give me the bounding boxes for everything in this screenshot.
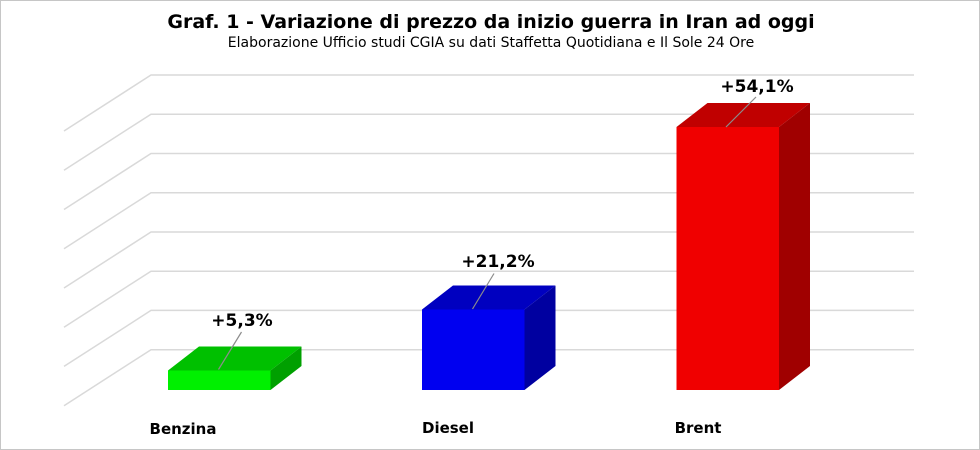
category-label-benzina: Benzina <box>149 420 217 438</box>
gridline <box>63 74 914 132</box>
bar-diesel-front <box>422 309 525 390</box>
value-label-benzina: +5,3% <box>211 311 273 331</box>
bar-diesel-side <box>524 285 556 390</box>
chart-title: Graf. 1 - Variazione di prezzo da inizio… <box>167 11 815 33</box>
gridline <box>63 113 914 171</box>
bar-benzina-top <box>168 346 302 371</box>
bar-benzina <box>168 346 302 390</box>
gridline <box>63 270 914 328</box>
bar-brent-side <box>779 103 810 390</box>
callout-lines <box>217 96 757 370</box>
bar-diesel <box>422 285 556 390</box>
bar-brent-top <box>676 103 810 127</box>
value-label-brent: +54,1% <box>720 77 794 97</box>
value-label-diesel: +21,2% <box>461 252 535 272</box>
gridline <box>63 309 914 368</box>
bar-benzina-side <box>270 346 302 390</box>
gridline <box>63 191 914 250</box>
callout-line-benzina <box>217 331 243 370</box>
callout-line-brent <box>725 96 757 128</box>
bar-brent-front <box>676 127 779 390</box>
bar-brent <box>676 103 810 390</box>
bar-benzina-front <box>168 370 271 390</box>
category-label-brent: Brent <box>674 419 722 437</box>
gridlines <box>63 74 914 407</box>
category-label-diesel: Diesel <box>421 419 475 437</box>
callout-line-diesel <box>471 273 495 310</box>
gridline <box>63 231 914 289</box>
chart-subtitle: Elaborazione Ufficio studi CGIA su dati … <box>227 35 755 51</box>
bar-diesel-top <box>422 285 556 310</box>
gridline <box>63 348 914 407</box>
gridline <box>63 152 914 211</box>
